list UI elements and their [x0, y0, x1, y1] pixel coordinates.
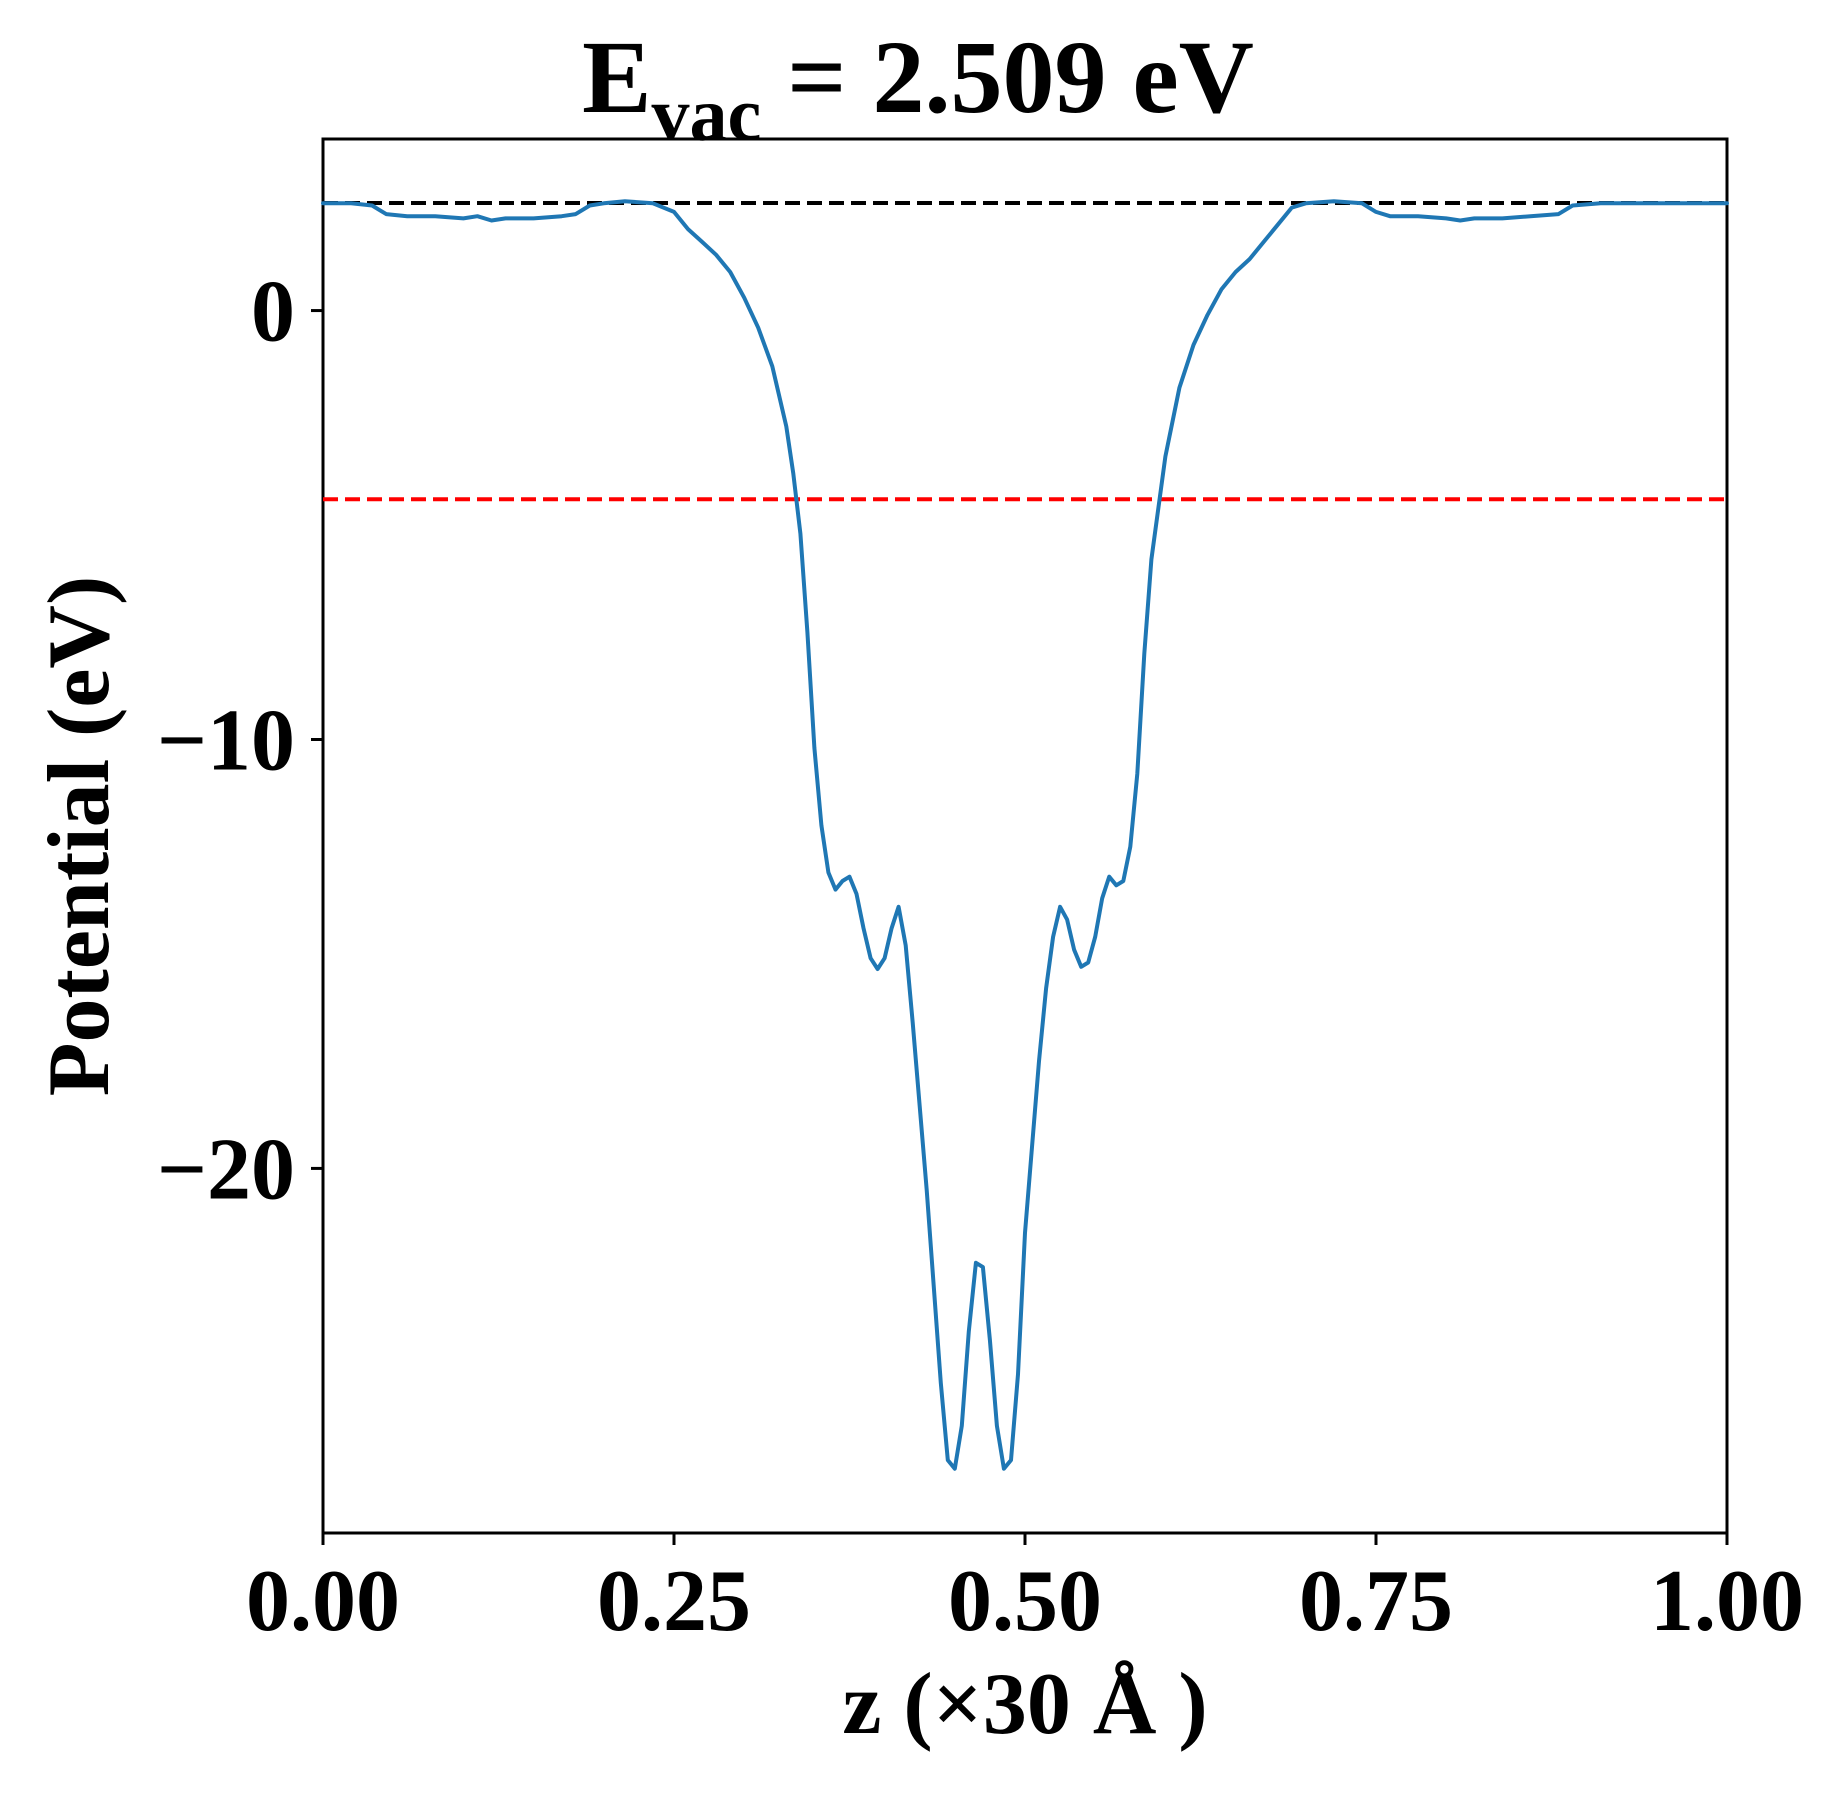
plot-frame: [321, 137, 1729, 1535]
chart-title-main: E: [582, 20, 651, 135]
series-line-0: [321, 199, 1729, 1471]
y-tick-label-0: 0: [251, 264, 295, 361]
x-axis-ticks: 0.00 0.25 0.50 0.75 1.00: [246, 1533, 1804, 1650]
x-tick-label-3: 0.75: [1299, 1553, 1453, 1650]
x-tick-label-1: 0.25: [597, 1553, 751, 1650]
x-axis-title: z (×30 Å ): [842, 1656, 1207, 1753]
chart-title-subscript: vac: [652, 73, 762, 157]
y-axis-title: Potential (eV): [31, 576, 128, 1096]
x-tick-label-2: 0.50: [948, 1553, 1102, 1650]
x-tick-label-0: 0.00: [246, 1553, 400, 1650]
series-group: [321, 199, 1729, 1471]
chart-title-rest: = 2.509 eV: [761, 20, 1254, 135]
y-tick-label-2: −20: [157, 1121, 295, 1218]
reference-lines: [323, 200, 1727, 502]
chart-title: Evac = 2.509 eV: [582, 20, 1254, 157]
x-tick-label-4: 1.00: [1650, 1553, 1804, 1650]
y-axis-ticks: 0 −10 −20: [157, 264, 323, 1218]
y-tick-label-1: −10: [157, 692, 295, 789]
plot-area: 0.00 0.25 0.50 0.75 1.00 0 −10 −20: [157, 137, 1804, 1650]
